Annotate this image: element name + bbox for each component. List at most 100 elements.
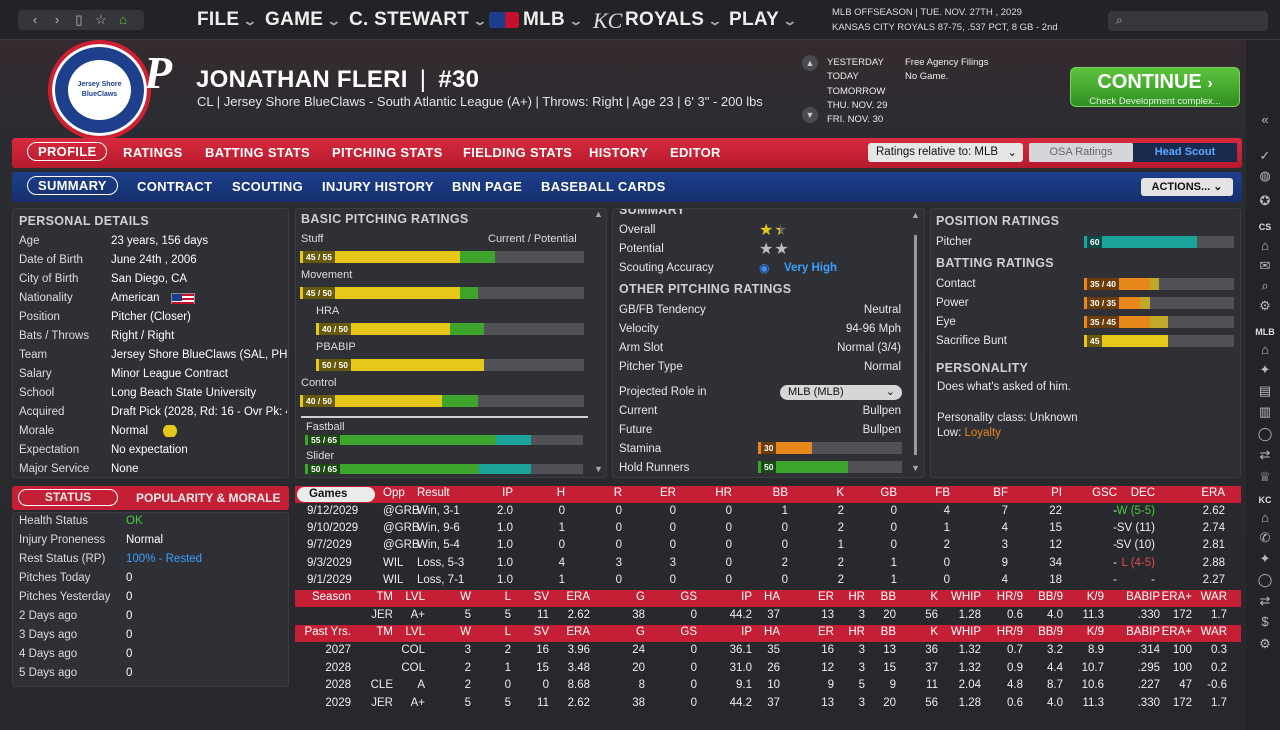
other-rating-value: Normal [863, 361, 901, 373]
schedule-day[interactable]: TOMORROW [827, 85, 886, 97]
pitch-rating-bar-current-fill [300, 395, 442, 407]
dollar-icon[interactable]: $ [1261, 614, 1269, 629]
settings-icon[interactable]: ⚙ [1259, 298, 1271, 313]
basic-pitching-ratings-panel: BASIC PITCHING RATINGS Current / Potenti… [295, 208, 607, 478]
actions-button[interactable]: ACTIONS... ⌄ [1141, 178, 1233, 196]
scroll-up-icon[interactable]: ▲ [594, 209, 603, 219]
tab-contract[interactable]: CONTRACT [137, 179, 213, 194]
stat-cell: 15 [883, 661, 896, 674]
trophy-icon[interactable]: ♕ [1259, 469, 1271, 484]
star-icon[interactable]: ✦ [1259, 551, 1271, 566]
game-cell: 1.0 [497, 522, 513, 535]
news-icon[interactable]: ▤ [1258, 383, 1272, 398]
detail-value: Minor League Contract [111, 368, 228, 380]
potential-stars-icon: ★★ [759, 241, 790, 258]
osa-ratings-button[interactable]: OSA Ratings [1029, 143, 1133, 162]
schedule-up-icon[interactable]: ▲ [802, 55, 818, 71]
stat-cell: 2028 [325, 661, 351, 674]
mail-icon[interactable]: ✉ [1259, 258, 1271, 273]
chevron-down-icon: ⌄ [707, 14, 724, 28]
tab-bnn-page[interactable]: BNN PAGE [452, 179, 523, 194]
game-cell: - [1113, 556, 1117, 569]
baseball-icon[interactable]: ◯ [1257, 426, 1273, 441]
tab-pitching-stats[interactable]: PITCHING STATS [332, 145, 443, 160]
settings-icon[interactable]: ⚙ [1259, 636, 1271, 651]
expand-icon[interactable]: « [1261, 112, 1269, 127]
baseball-icon[interactable]: ◯ [1257, 572, 1273, 587]
menu-game[interactable]: GAME ⌄ [265, 9, 342, 31]
tab-injury-history[interactable]: INJURY HISTORY [322, 179, 434, 194]
column-header: ERA [566, 626, 590, 638]
tab-popularity-morale[interactable]: POPULARITY & MORALE [136, 491, 281, 505]
stat-cell: A+ [410, 609, 425, 621]
star-icon[interactable]: ✦ [1259, 362, 1271, 377]
game-row: 9/10/2029 @GRB Win, 9-6 1.0 1 0 0 0 0 2 0 1 4 15 - SV (… [295, 521, 1241, 538]
schedule-day[interactable]: TODAY [827, 71, 859, 83]
stat-cell: 24 [632, 644, 645, 656]
trade-icon[interactable]: ⇄ [1259, 593, 1271, 608]
menu-file-label: FILE [197, 9, 240, 30]
stat-cell: 13 [821, 609, 834, 621]
menu-play[interactable]: PLAY ⌄ [729, 9, 799, 31]
stat-cell: 3.2 [1047, 644, 1063, 656]
phone-icon[interactable]: ✆ [1259, 530, 1271, 545]
lightbulb-icon[interactable]: ✪ [1259, 193, 1271, 208]
stat-cell: 5 [858, 679, 865, 691]
scroll-up-icon[interactable]: ▲ [911, 210, 920, 220]
menu-file[interactable]: FILE ⌄ [197, 9, 258, 31]
trade-icon[interactable]: ⇄ [1259, 447, 1271, 462]
tab-baseball-cards[interactable]: BASEBALL CARDS [541, 179, 666, 194]
continue-button[interactable]: CONTINUE › Check Development complex... [1070, 67, 1240, 107]
schedule-down-icon[interactable]: ▼ [802, 107, 818, 123]
tab-summary[interactable]: SUMMARY [27, 176, 118, 195]
menu-royals[interactable]: ROYALS ⌄ [625, 9, 724, 31]
tab-fielding-stats[interactable]: FIELDING STATS [463, 145, 573, 160]
search-input[interactable]: ⌕ [1108, 11, 1268, 31]
column-header: TM [376, 591, 393, 603]
tab-profile[interactable]: PROFILE [27, 142, 108, 161]
schedule-day[interactable]: THU. NOV. 29 [827, 99, 888, 111]
tab-batting-stats[interactable]: BATTING STATS [205, 145, 310, 160]
menu-play-label: PLAY [729, 9, 780, 30]
column-header: LVL [405, 591, 425, 603]
home-icon[interactable]: ⌂ [1261, 510, 1269, 525]
tab-history[interactable]: HISTORY [589, 145, 649, 160]
schedule-day[interactable]: YESTERDAY [827, 57, 884, 68]
detail-row: Bats / Throws Right / Right [19, 330, 287, 342]
search-icon[interactable]: ⌕ [1261, 278, 1269, 293]
game-cell: 3 [669, 556, 676, 569]
status-value: OK [126, 515, 143, 527]
tab-scouting[interactable]: SCOUTING [232, 179, 304, 194]
schedule-day[interactable]: FRI. NOV. 30 [827, 114, 884, 126]
games-select[interactable]: Games [297, 487, 375, 502]
head-scout-button[interactable]: Head Scout [1133, 143, 1237, 162]
tab-ratings[interactable]: RATINGS [123, 145, 183, 160]
home-icon[interactable]: ⌂ [1261, 342, 1269, 357]
scroll-down-icon[interactable]: ▼ [911, 463, 920, 473]
tab-status[interactable]: STATUS [18, 489, 118, 506]
back-icon[interactable]: ‹ [32, 12, 38, 27]
home-icon[interactable]: ⌂ [1261, 238, 1269, 253]
stats-icon[interactable]: ▥ [1258, 404, 1272, 419]
pitch-rating-bar-current-fill [300, 251, 460, 263]
check-icon[interactable]: ✓ [1259, 148, 1271, 163]
pitcher-rating-bar: 60 [1084, 236, 1234, 248]
ratings-relative-select[interactable]: Ratings relative to: MLB ⌄ [868, 143, 1023, 162]
status-label: 5 Days ago [19, 667, 78, 679]
tab-editor[interactable]: EDITOR [670, 145, 721, 160]
projected-role-select[interactable]: MLB (MLB) ⌄ [780, 385, 902, 400]
chevron-down-icon: ⌄ [782, 14, 799, 28]
scrollbar[interactable] [914, 235, 917, 455]
forward-icon[interactable]: › [54, 12, 60, 27]
globe-icon[interactable]: ◍ [1259, 168, 1271, 183]
page-icon[interactable]: ▯ [75, 12, 83, 27]
menu-manager[interactable]: C. STEWART ⌄ [349, 9, 488, 31]
home-icon[interactable]: ⌂ [119, 12, 127, 27]
column-header: Result [417, 487, 450, 499]
star-icon[interactable]: ☆ [95, 12, 107, 27]
continue-label: CONTINUE [1097, 71, 1202, 93]
menu-mlb[interactable]: MLB ⌄ [523, 9, 584, 31]
scroll-down-icon[interactable]: ▼ [594, 464, 603, 474]
detail-row: City of Birth San Diego, CA [19, 273, 287, 285]
game-cell: Loss, 7-1 [417, 573, 465, 586]
